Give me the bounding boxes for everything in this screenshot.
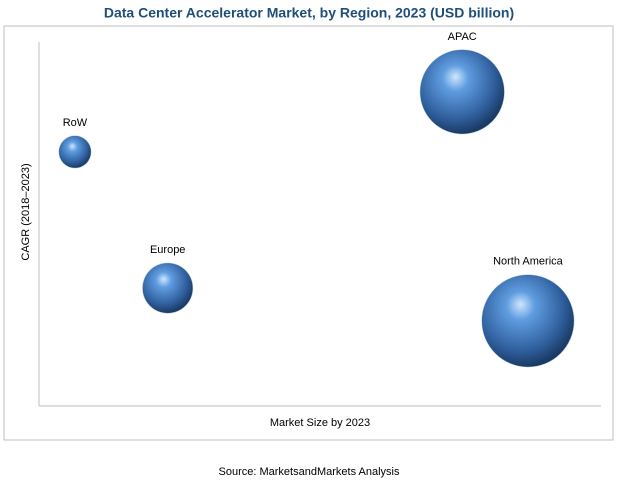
- chart-frame: [3, 25, 614, 441]
- bubble-label: APAC: [448, 31, 477, 43]
- y-axis-label: CAGR (2018–2023): [20, 163, 32, 260]
- source-note: Source: MarketsandMarkets Analysis: [219, 466, 400, 478]
- bubble-label: Europe: [150, 244, 185, 256]
- bubble: [481, 274, 575, 368]
- bubble-label: North America: [493, 256, 564, 268]
- bubble-label: RoW: [63, 117, 88, 129]
- bubble: [142, 262, 194, 314]
- bubble: [419, 49, 505, 135]
- bubble: [58, 135, 92, 169]
- x-axis-label: Market Size by 2023: [270, 417, 370, 429]
- chart-title: Data Center Accelerator Market, by Regio…: [104, 5, 514, 21]
